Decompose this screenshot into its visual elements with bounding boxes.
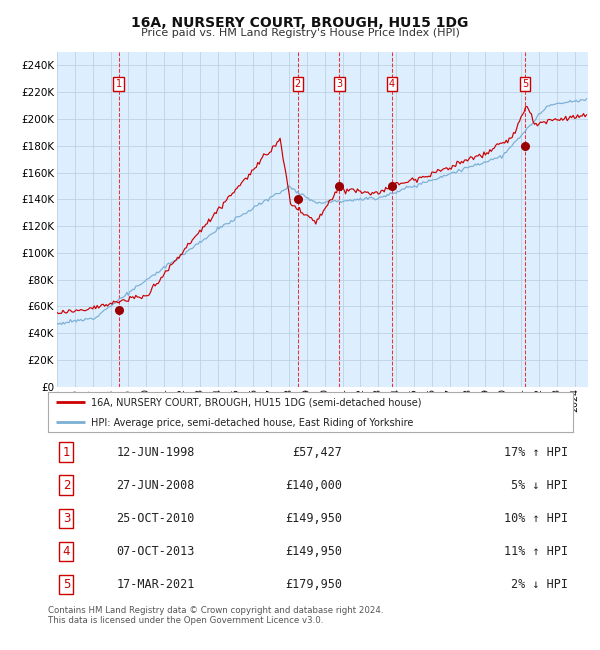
Text: 07-OCT-2013: 07-OCT-2013	[116, 545, 194, 558]
Text: 25-OCT-2010: 25-OCT-2010	[116, 512, 194, 525]
Text: Price paid vs. HM Land Registry's House Price Index (HPI): Price paid vs. HM Land Registry's House …	[140, 28, 460, 38]
Text: Contains HM Land Registry data © Crown copyright and database right 2024.: Contains HM Land Registry data © Crown c…	[48, 606, 383, 615]
Text: 5: 5	[521, 79, 528, 89]
Text: 1: 1	[116, 79, 122, 89]
Text: £179,950: £179,950	[285, 578, 342, 592]
Text: 17% ↑ HPI: 17% ↑ HPI	[503, 446, 568, 459]
Text: 16A, NURSERY COURT, BROUGH, HU15 1DG (semi-detached house): 16A, NURSERY COURT, BROUGH, HU15 1DG (se…	[91, 398, 422, 408]
Text: 2% ↓ HPI: 2% ↓ HPI	[511, 578, 568, 592]
Text: 3: 3	[62, 512, 70, 525]
Text: 2: 2	[62, 478, 70, 492]
Text: This data is licensed under the Open Government Licence v3.0.: This data is licensed under the Open Gov…	[48, 616, 323, 625]
Text: 16A, NURSERY COURT, BROUGH, HU15 1DG: 16A, NURSERY COURT, BROUGH, HU15 1DG	[131, 16, 469, 31]
Text: 5: 5	[62, 578, 70, 592]
Text: £57,427: £57,427	[292, 446, 342, 459]
Text: 2: 2	[295, 79, 301, 89]
Text: 27-JUN-2008: 27-JUN-2008	[116, 478, 194, 492]
Text: 3: 3	[337, 79, 343, 89]
Text: HPI: Average price, semi-detached house, East Riding of Yorkshire: HPI: Average price, semi-detached house,…	[91, 418, 413, 428]
Text: 12-JUN-1998: 12-JUN-1998	[116, 446, 194, 459]
Text: 4: 4	[62, 545, 70, 558]
Text: 10% ↑ HPI: 10% ↑ HPI	[503, 512, 568, 525]
Text: 4: 4	[389, 79, 395, 89]
Text: 17-MAR-2021: 17-MAR-2021	[116, 578, 194, 592]
Text: 5% ↓ HPI: 5% ↓ HPI	[511, 478, 568, 492]
Text: £149,950: £149,950	[285, 512, 342, 525]
Text: 1: 1	[62, 446, 70, 459]
Text: £140,000: £140,000	[285, 478, 342, 492]
Text: 11% ↑ HPI: 11% ↑ HPI	[503, 545, 568, 558]
Text: £149,950: £149,950	[285, 545, 342, 558]
